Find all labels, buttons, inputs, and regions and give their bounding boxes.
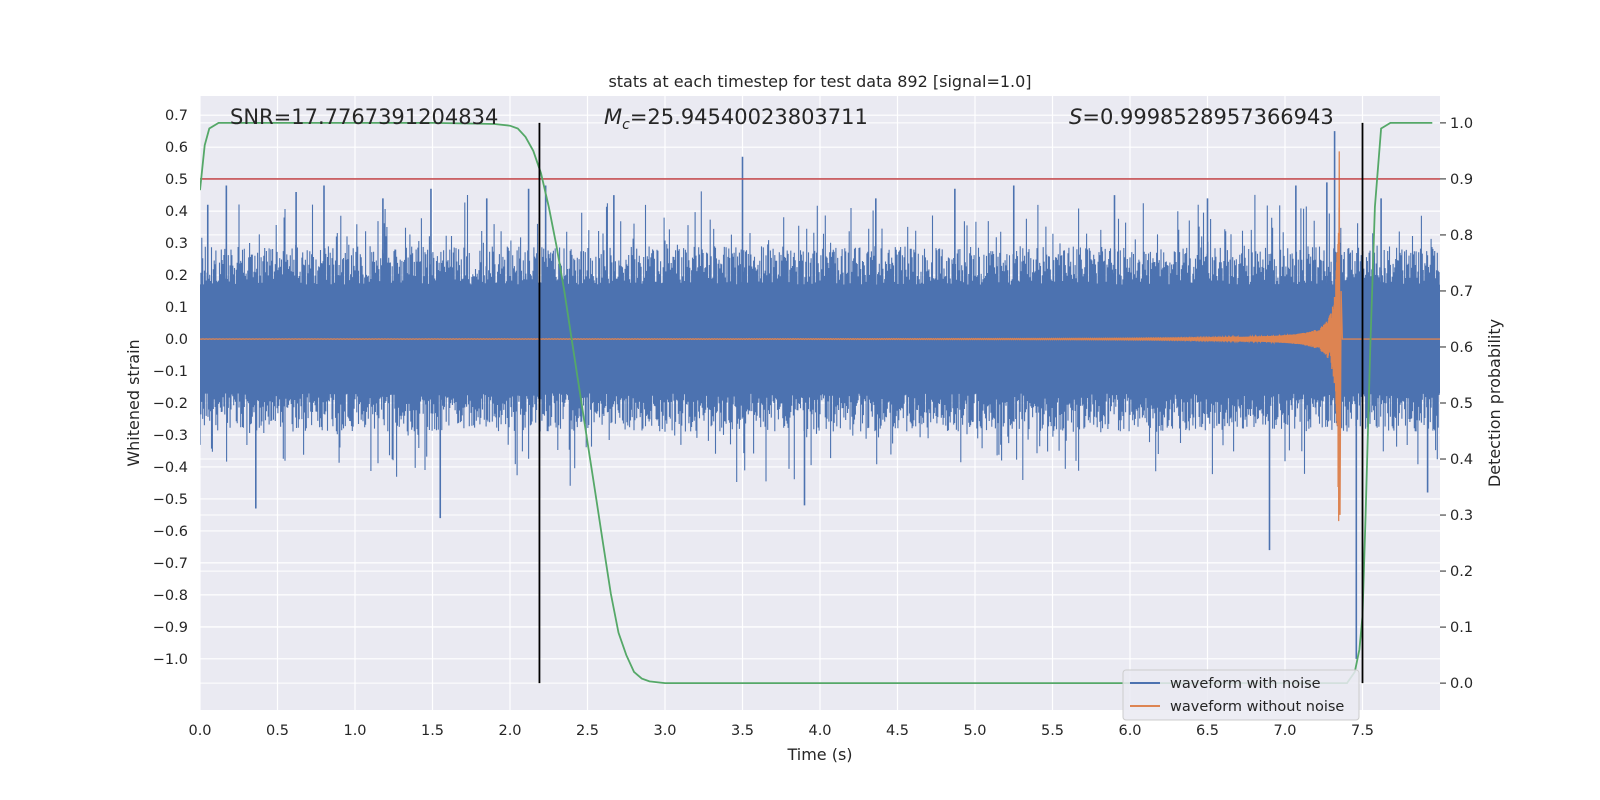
y-axis-label: Whitened strain	[124, 339, 143, 466]
x-tick-label: 5.0	[963, 723, 986, 739]
x-tick-label: 7.0	[1273, 723, 1296, 739]
x-tick-label: 4.0	[808, 723, 831, 739]
y2-tick-label: 0.4	[1450, 452, 1473, 468]
series-layer	[200, 122, 1440, 684]
y2-tick-label: 0.5	[1450, 396, 1473, 412]
x-tick-label: 0.0	[188, 723, 211, 739]
y2-tick-label: 0.9	[1450, 172, 1473, 188]
series-detection-probability	[200, 122, 1433, 684]
x-tick-label: 1.5	[421, 723, 444, 739]
y-tick-label: 0.6	[165, 140, 188, 156]
y-tick-label: 0.3	[165, 236, 188, 252]
y-tick-label: 0.1	[165, 300, 188, 316]
y-tick-label: −0.1	[153, 364, 188, 380]
y-tick-label: −0.6	[153, 524, 188, 540]
series-waveform-without-noise	[200, 151, 1440, 522]
chirp-mass-symbol: M	[604, 105, 622, 129]
legend-box	[1122, 669, 1360, 721]
chirp-mass-value: =25.94540023803711	[630, 105, 868, 129]
y2-tick-label: 0.6	[1450, 340, 1473, 356]
y-tick-label: −1.0	[153, 652, 188, 668]
x-tick-label: 5.5	[1041, 723, 1064, 739]
x-tick-label: 1.0	[343, 723, 366, 739]
x-tick-label: 6.0	[1118, 723, 1141, 739]
chart-title: stats at each timestep for test data 892…	[608, 72, 1031, 91]
x-tick-label: 6.5	[1196, 723, 1219, 739]
legend: waveform with noise waveform without noi…	[1122, 669, 1360, 721]
y-tick-label: −0.3	[153, 428, 188, 444]
y2-tick-label: 0.3	[1450, 508, 1473, 524]
legend-entry-clean: waveform without noise	[1170, 699, 1344, 715]
chirp-mass-annotation: Mc=25.94540023803711	[604, 105, 868, 133]
x-tick-label: 7.5	[1351, 723, 1374, 739]
ticks-layer: 0.0 0.5 1.0 1.5 2.0 2.5 3.0 3.5 4.0 4.5 5.0 5.5 6.0 6…	[153, 108, 1473, 739]
y2-tick-label: 0.8	[1450, 228, 1473, 244]
y-tick-label: −0.2	[153, 396, 188, 412]
y-tick-label: 0.5	[165, 172, 188, 188]
snr-annotation: SNR=17.7767391204834	[230, 105, 498, 129]
x-tick-label: 2.0	[498, 723, 521, 739]
x-tick-label: 2.5	[576, 723, 599, 739]
y-tick-label: −0.4	[153, 460, 188, 476]
y2-axis-label: Detection probability	[1485, 319, 1504, 487]
x-axis-label: Time (s)	[786, 745, 852, 764]
y-tick-label: −0.9	[153, 620, 188, 636]
y-tick-label: −0.7	[153, 556, 188, 572]
score-annotation: S=0.9998528957366943	[1069, 105, 1334, 129]
x-tick-label: 4.5	[886, 723, 909, 739]
x-tick-label: 0.5	[266, 723, 289, 739]
y-tick-label: −0.8	[153, 588, 188, 604]
y-tick-label: 0.2	[165, 268, 188, 284]
chirp-mass-subscript: c	[622, 117, 630, 133]
x-tick-label: 3.5	[731, 723, 754, 739]
x-tick-label: 3.0	[653, 723, 676, 739]
y-tick-label: −0.5	[153, 492, 188, 508]
y-tick-label: 0.7	[165, 108, 188, 124]
y2-tick-label: 0.0	[1450, 676, 1473, 692]
y2-tick-label: 0.1	[1450, 620, 1473, 636]
legend-entry-noise: waveform with noise	[1170, 676, 1321, 692]
score-value: =0.9998528957366943	[1082, 105, 1333, 129]
y2-tick-label: 1.0	[1450, 116, 1473, 132]
score-symbol: S	[1069, 105, 1082, 129]
y2-tick-label: 0.2	[1450, 564, 1473, 580]
y2-tick-label: 0.7	[1450, 284, 1473, 300]
y-tick-label: 0.0	[165, 332, 188, 348]
y-tick-label: 0.4	[165, 204, 188, 220]
